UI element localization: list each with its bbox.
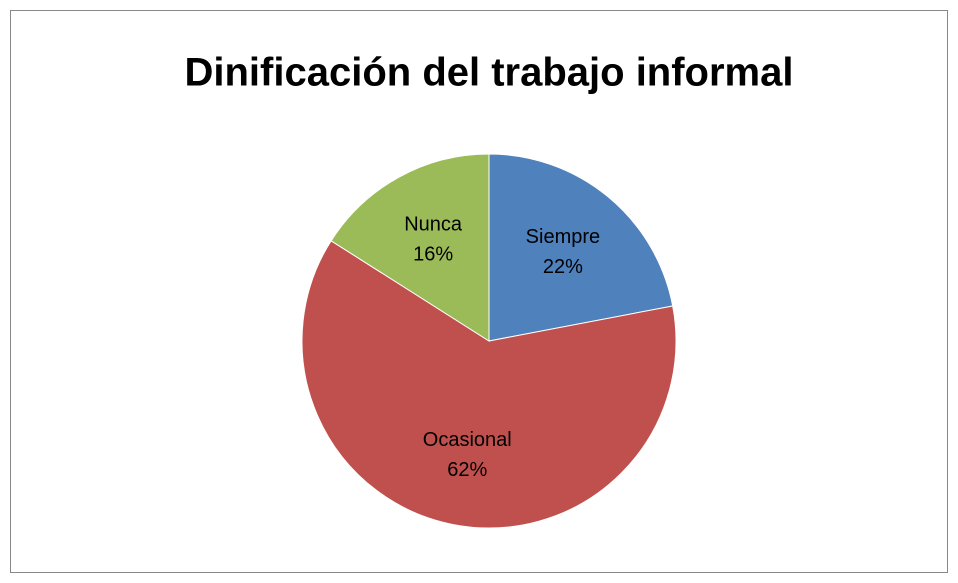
pie-slice [330,153,490,342]
slice-value: 22% [543,256,583,278]
pie-slice [301,240,677,529]
slice-label: Siempre [526,226,600,248]
chart-title: Dinificación del trabajo informal [185,51,794,95]
pie-slice [488,153,674,342]
slice-label: Nunca [404,214,463,236]
slice-value: 16% [413,244,453,266]
slice-value: 62% [447,459,487,481]
slice-label: Ocasional [423,429,512,451]
